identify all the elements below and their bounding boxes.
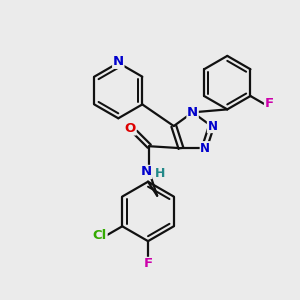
Text: F: F xyxy=(265,98,274,110)
Text: Cl: Cl xyxy=(93,229,107,242)
Text: N: N xyxy=(200,142,210,155)
Text: H: H xyxy=(155,167,165,181)
Text: N: N xyxy=(187,106,198,119)
Text: O: O xyxy=(125,122,136,135)
Text: N: N xyxy=(141,166,152,178)
Text: N: N xyxy=(207,119,218,133)
Text: N: N xyxy=(113,55,124,68)
Text: F: F xyxy=(143,257,153,270)
